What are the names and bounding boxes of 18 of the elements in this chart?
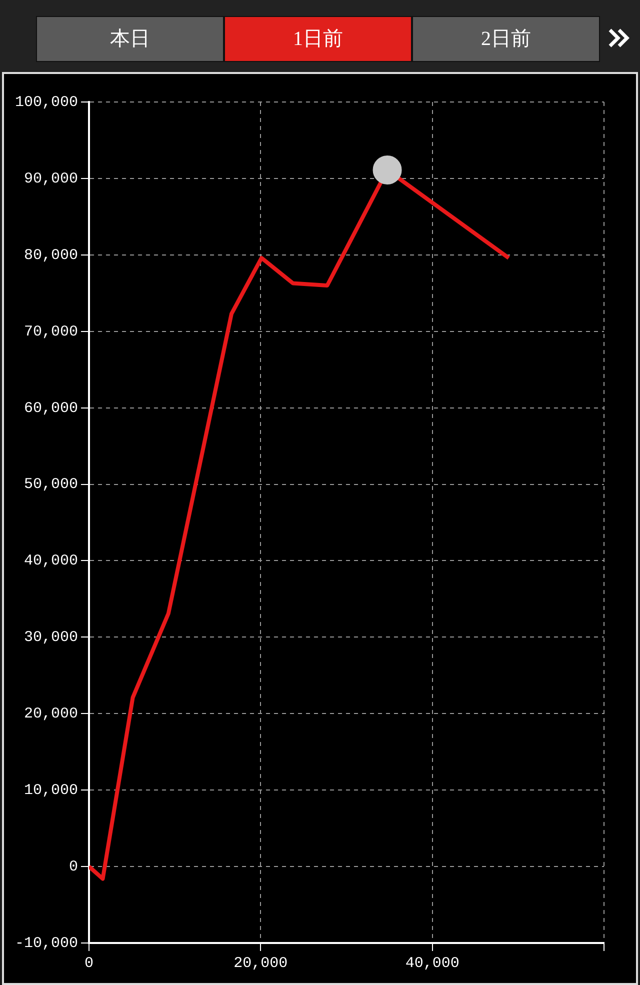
y-tick-label: 50,000 [24,476,78,494]
x-tick-label: 20,000 [234,954,288,972]
x-tick-label: 40,000 [405,954,460,972]
x-tick-label: 0 [84,954,94,972]
y-tick-label: 20,000 [24,706,78,723]
text: 2日前 [412,16,600,62]
text: 1日前 [224,16,412,62]
y-tick-label: 0 [68,858,78,876]
y-tick-label: 40,000 [24,552,78,570]
y-tick-label: 90,000 [24,170,78,188]
text: 本日 [36,16,224,62]
y-tick-label: 70,000 [24,323,78,340]
y-tick-label: 10,000 [24,782,78,800]
y-tick-label: 60,000 [24,400,78,417]
y-tick-label: -10,000 [14,934,78,952]
y-tick-label: 100,000 [14,94,78,111]
y-tick-label: 80,000 [24,246,78,264]
y-tick-label: 30,000 [24,629,78,646]
